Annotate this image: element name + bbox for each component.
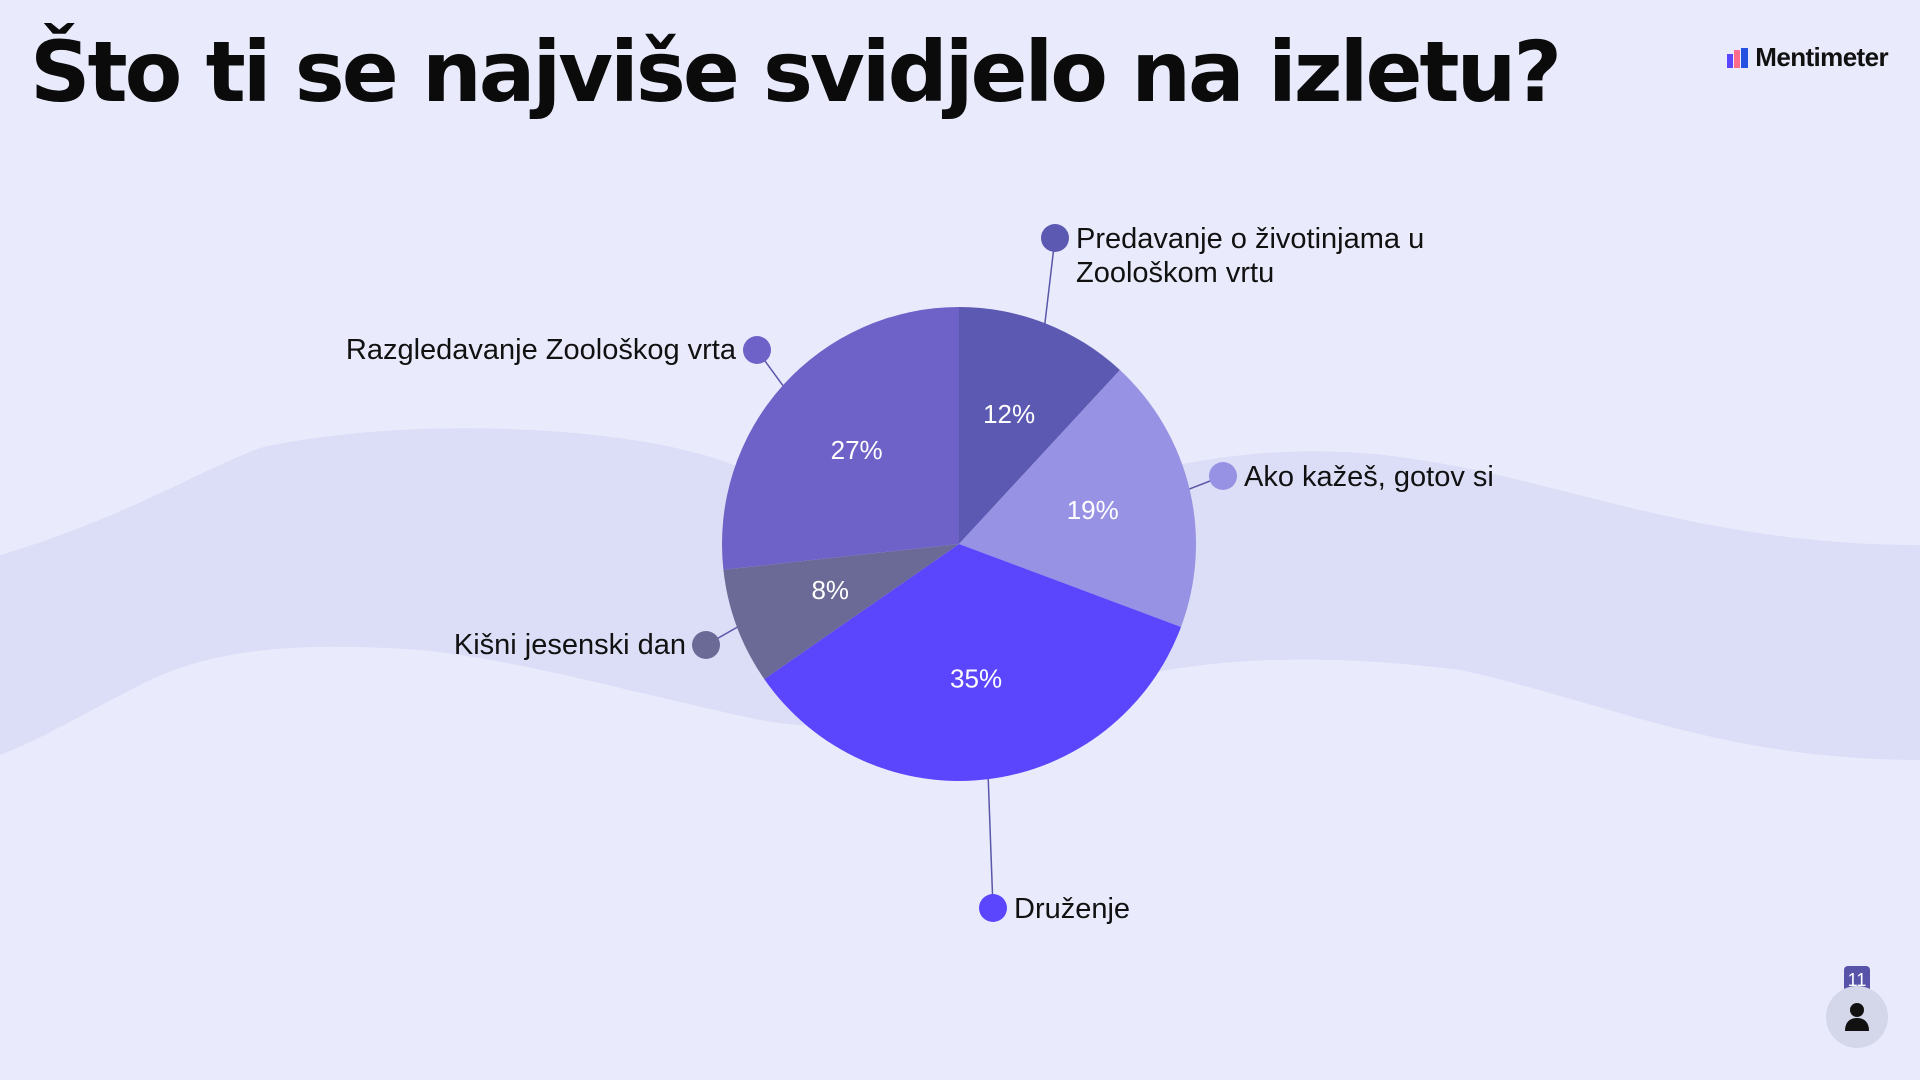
slice-percent-druzenje: 35%: [950, 663, 1002, 693]
pie-slices: [722, 307, 1197, 781]
pie-slice-ako-kazes: [959, 370, 1197, 627]
slice-percent-kisni-dan: 8%: [811, 575, 849, 605]
brand-logo: Mentimeter: [1727, 42, 1889, 73]
legend-dots: [692, 224, 1237, 922]
category-label-predavanje: Predavanje o životinjama u Zoološkom vrt…: [1076, 223, 1425, 289]
legend-dot-kisni-dan: [692, 631, 720, 659]
slice-percent-predavanje: 12%: [983, 399, 1035, 429]
leader-line-druzenje: [987, 777, 994, 909]
leader-line-predavanje: [1043, 237, 1056, 326]
slice-percent-ako-kazes: 19%: [1067, 495, 1119, 525]
pie-slice-predavanje: [959, 307, 1120, 544]
legend-dot-razgledavanje: [743, 336, 771, 364]
category-label-kisni-dan: Kišni jesenski dan: [453, 629, 686, 661]
page-title: Što ti se najviše svidjelo na izletu?: [30, 23, 1562, 121]
category-label-druzenje: Druženje: [1014, 893, 1131, 925]
person-icon: [1845, 1003, 1869, 1031]
category-label-razgledavanje: Razgledavanje Zoološkog vrta: [345, 334, 736, 366]
pie-slice-kisni-dan: [723, 544, 959, 680]
participants-button[interactable]: [1826, 986, 1888, 1048]
mentimeter-logo-icon: [1727, 47, 1749, 68]
category-label-ako-kazes: Ako kažeš, gotov si: [1244, 461, 1494, 493]
slice-percent-labels: 12% 19% 35% 8% 27%: [811, 399, 1118, 693]
brand-name: Mentimeter: [1755, 42, 1888, 72]
slice-percent-razgledavanje: 27%: [831, 435, 883, 465]
legend-dot-druzenje: [979, 894, 1007, 922]
pie-slice-druzenje: [764, 544, 1181, 781]
pie-slice-razgledavanje: [722, 307, 959, 570]
legend-dot-predavanje: [1041, 224, 1069, 252]
legend-dot-ako-kazes: [1209, 462, 1237, 490]
